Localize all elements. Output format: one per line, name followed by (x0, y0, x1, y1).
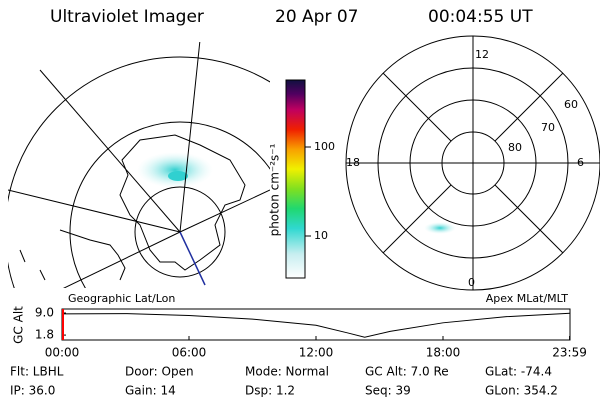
status-field: IP: 36.0 (10, 384, 55, 398)
status-field: GLon: 354.2 (485, 384, 558, 398)
status-field: Seq: 39 (365, 384, 411, 398)
colorbar-label: photon cm⁻²s⁻¹ (268, 143, 282, 236)
colorbar (285, 79, 306, 279)
mlt-label: 12 (475, 48, 489, 61)
panel-label: Geographic Lat/Lon (68, 292, 175, 305)
x-tick-label: 12:00 (299, 346, 334, 360)
altitude-line (61, 312, 571, 338)
date: 20 Apr 07 (275, 7, 358, 27)
mlat-label: 60 (564, 98, 578, 111)
status-field: Mode: Normal (245, 365, 329, 379)
mlt-label: 6 (577, 156, 584, 169)
status-field: Gain: 14 (125, 384, 176, 398)
mlt-label: 0 (468, 276, 475, 289)
mlat-label: 80 (508, 141, 522, 154)
y-tick-label: 9.0 (35, 305, 54, 319)
time: 00:04:55 UT (428, 7, 533, 27)
x-tick-label: 06:00 (172, 346, 207, 360)
status-field: GLat: -74.4 (485, 365, 552, 379)
x-tick-label: 23:59 (552, 346, 587, 360)
y-tick-label: 1.8 (35, 328, 54, 342)
status-field: Dsp: 1.2 (245, 384, 295, 398)
status-field: GC Alt: 7.0 Re (365, 365, 449, 379)
status-field: Door: Open (125, 365, 194, 379)
colorbar-tick-label: 100 (314, 140, 335, 153)
status-field: Flt: LBHL (10, 365, 64, 379)
colorbar-tick-label: 10 (314, 229, 328, 242)
title: Ultraviolet Imager (50, 7, 204, 27)
x-tick-label: 18:00 (426, 346, 461, 360)
timeline-ylabel: GC Alt (12, 306, 26, 344)
mlat-label: 70 (541, 121, 555, 134)
polar-grid (345, 35, 600, 291)
panel-label: Apex MLat/MLT (486, 292, 569, 305)
mlt-label: 18 (346, 156, 360, 169)
x-tick-label: 00:00 (45, 346, 80, 360)
geographic-map (8, 42, 270, 288)
